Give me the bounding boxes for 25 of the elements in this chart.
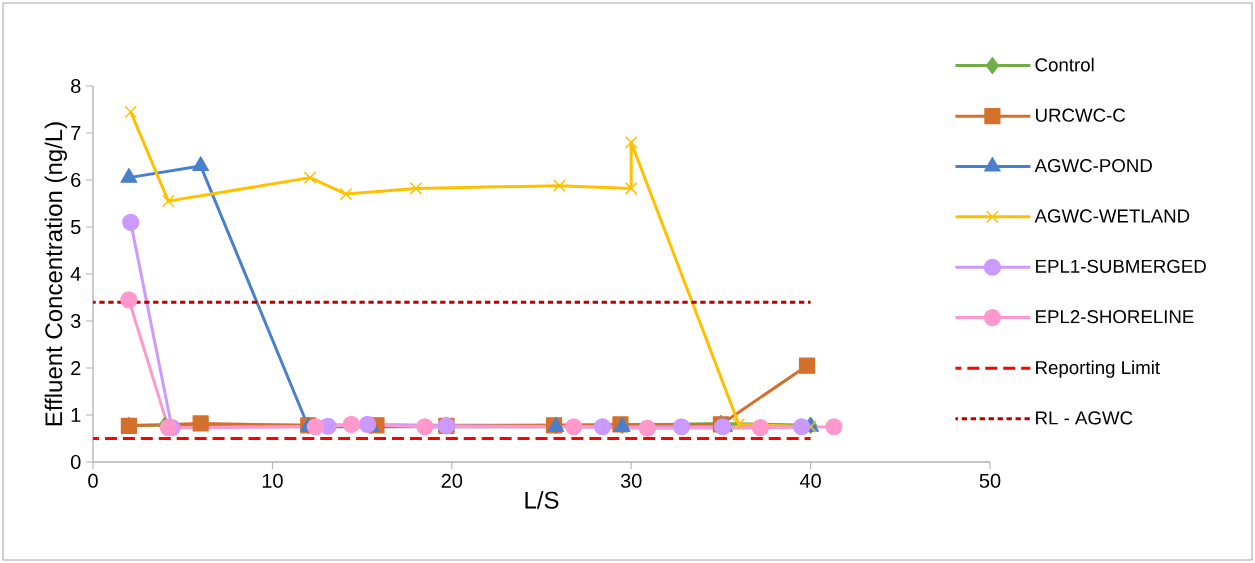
y-tick-label: 4 [70, 267, 81, 281]
x-axis-title: L/S [525, 491, 559, 509]
legend-label: EPL2-SHORELINE [1036, 310, 1194, 324]
legend-label: AGWC-WETLAND [1034, 209, 1190, 223]
y-tick-label: 0 [70, 454, 81, 470]
x-tick-label: 30 [620, 473, 642, 488]
legend-label: EPL1-SUBMERGED [1036, 259, 1206, 273]
legend-label: Reporting Limit [1036, 360, 1160, 378]
y-axis-title: Effluent Concentration (ng/L) [44, 122, 68, 426]
x-tick-label: 0 [88, 473, 98, 488]
y-tick-label: 2 [71, 361, 81, 375]
y-tick-label: 7 [71, 126, 81, 140]
legend-label: AGWC-POND [1034, 158, 1152, 173]
x-tick-label: 10 [262, 473, 283, 488]
x-tick-label: 50 [979, 473, 1001, 488]
y-tick-label: 5 [70, 220, 81, 234]
y-tick-label: 1 [71, 408, 81, 422]
x-tick-label: 20 [441, 473, 463, 488]
legend-label: RL - AGWC [1036, 411, 1133, 425]
x-tick-label: 40 [799, 473, 821, 488]
legend-label: URCWC-C [1036, 108, 1126, 122]
y-tick-label: 3 [70, 313, 81, 329]
y-tick-label: 6 [71, 172, 81, 188]
y-tick-label: 8 [71, 78, 81, 94]
legend-label: Control [1035, 57, 1094, 72]
